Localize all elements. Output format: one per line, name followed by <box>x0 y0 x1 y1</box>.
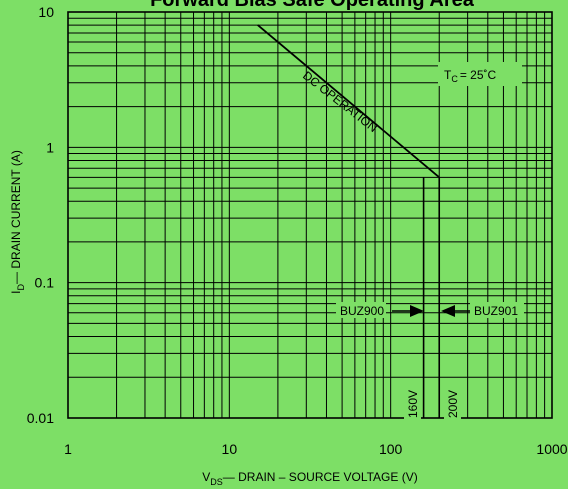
temperature-symbol: T <box>444 68 452 82</box>
buz901-label-bg <box>470 302 524 318</box>
arrow-right-icon <box>392 305 424 317</box>
temperature-label-bg <box>438 62 522 86</box>
y-axis-label: ID— DRAIN CURRENT (A) <box>9 150 26 294</box>
x-axis-symbol: V <box>202 470 210 484</box>
v160-label-bg <box>404 380 421 422</box>
x-tick-label: 1000 <box>536 441 567 457</box>
y-axis-text: — DRAIN CURRENT (A) <box>9 150 23 284</box>
x-axis-label: VDS— DRAIN – SOURCE VOLTAGE (V) <box>202 470 417 487</box>
x-tick-label: 1 <box>64 441 72 457</box>
y-tick-label: 10 <box>38 4 54 20</box>
v200-label-bg <box>444 380 461 422</box>
v160-label: 160V <box>406 390 420 418</box>
y-tick-label: 1 <box>46 139 54 155</box>
y-tick-label: 0.01 <box>27 410 54 426</box>
buz901-label: BUZ901 <box>474 304 518 318</box>
arrow-left-icon <box>441 305 470 317</box>
grid <box>67 11 553 419</box>
plot-frame <box>67 11 553 419</box>
x-tick-label: 100 <box>379 441 403 457</box>
buz900-label-bg <box>336 302 386 318</box>
y-axis-subscript: D <box>16 283 26 290</box>
chart-marks <box>257 24 441 418</box>
x-axis-subscript: DS <box>210 477 223 487</box>
y-axis-symbol: I <box>9 290 23 293</box>
temperature-subscript: C <box>451 74 458 84</box>
temperature-label: TC = 25˚C <box>444 68 497 84</box>
x-tick-label: 10 <box>222 441 238 457</box>
v200-label: 200V <box>446 390 460 418</box>
buz900-label: BUZ900 <box>340 304 384 318</box>
x-axis-text: — DRAIN – SOURCE VOLTAGE (V) <box>223 470 418 484</box>
temperature-value: = 25˚C <box>460 68 497 82</box>
y-tick-label: 0.1 <box>35 275 55 291</box>
series-line-dc-operation <box>257 24 440 179</box>
chart-title: Forward Bias Safe Operating Area <box>150 0 475 11</box>
tick-labels: 1 10 100 1000 10 1 0.1 0.01 <box>27 4 568 457</box>
